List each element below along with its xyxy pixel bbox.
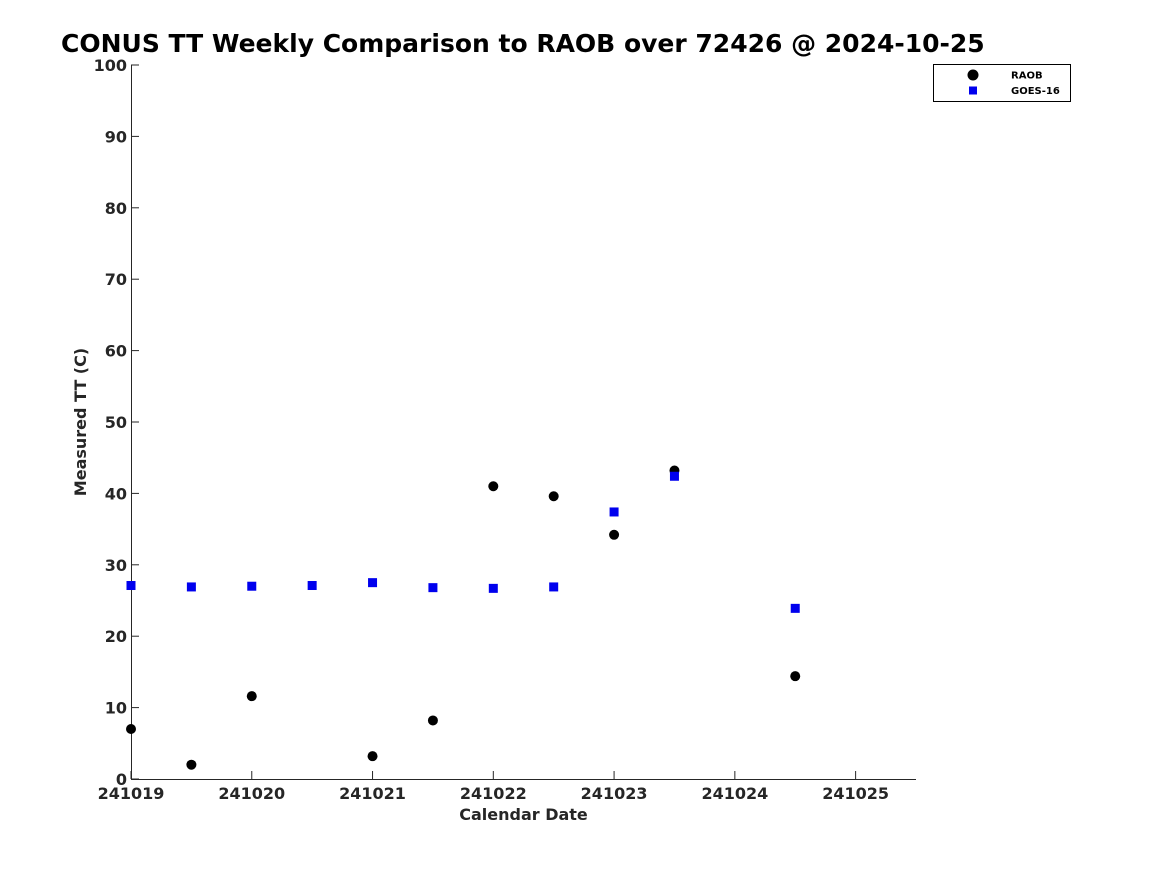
x-tick-label: 241019: [98, 784, 165, 803]
raob-point: [609, 529, 620, 540]
y-tick-label: 30: [105, 556, 127, 575]
y-tick-label: 80: [105, 199, 127, 218]
x-tick-label: 241023: [581, 784, 648, 803]
raob-point: [488, 481, 499, 492]
goes-16-point: [669, 471, 679, 481]
goes-16-point: [126, 581, 136, 591]
x-tick-label: 241024: [701, 784, 768, 803]
x-tick-label: 241025: [822, 784, 889, 803]
goes-16-point: [549, 582, 559, 592]
raob-point: [548, 491, 559, 502]
x-axis-ticks: 241019 241020 241021 241022 241023 241024 2410…: [98, 771, 889, 803]
y-axis-ticks: 0 10 20 30 40 50 60 70 80 90 100: [94, 56, 139, 789]
raob-point: [790, 671, 801, 682]
y-tick-label: 90: [105, 127, 127, 146]
legend-label: RAOB: [1011, 71, 1043, 82]
x-tick-label: 241021: [339, 784, 406, 803]
legend-marker-square: [969, 86, 977, 95]
goes-16-point: [609, 507, 619, 517]
y-tick-label: 100: [94, 56, 127, 75]
plot-area: 0 10 20 30 40 50 60 70 80 90 100 241019 241020 24102…: [94, 56, 916, 803]
x-tick-label: 241022: [460, 784, 527, 803]
y-tick-label: 50: [105, 413, 127, 432]
legend-label: GOES-16: [1011, 86, 1060, 97]
goes-16-point: [488, 583, 498, 593]
chart-title: CONUS TT Weekly Comparison to RAOB over …: [61, 29, 985, 58]
goes-16-point: [428, 583, 438, 593]
y-tick-label: 60: [105, 342, 127, 361]
y-tick-label: 0: [116, 770, 127, 789]
raob-point: [367, 751, 378, 762]
raob-point: [126, 724, 136, 735]
legend-box: [933, 64, 1071, 102]
y-tick-label: 20: [105, 627, 127, 646]
y-tick-label: 40: [105, 484, 127, 503]
goes-16-point: [790, 603, 800, 613]
goes-16-point: [247, 581, 257, 591]
y-tick-label: 70: [105, 270, 127, 289]
data-points: [126, 465, 801, 770]
raob-point: [427, 715, 438, 726]
x-axis-label: Calendar Date: [459, 805, 588, 824]
y-tick-label: 10: [105, 699, 127, 718]
legend: RAOB GOES-16: [933, 64, 1071, 102]
goes-16-point: [368, 578, 378, 588]
goes-16-point: [307, 581, 317, 591]
x-tick-label: 241020: [218, 784, 285, 803]
raob-point: [246, 691, 257, 702]
raob-point: [186, 759, 197, 770]
goes-16-point: [186, 582, 196, 592]
legend-marker-circle: [967, 69, 979, 81]
y-axis-label: Measured TT (C): [71, 348, 90, 496]
